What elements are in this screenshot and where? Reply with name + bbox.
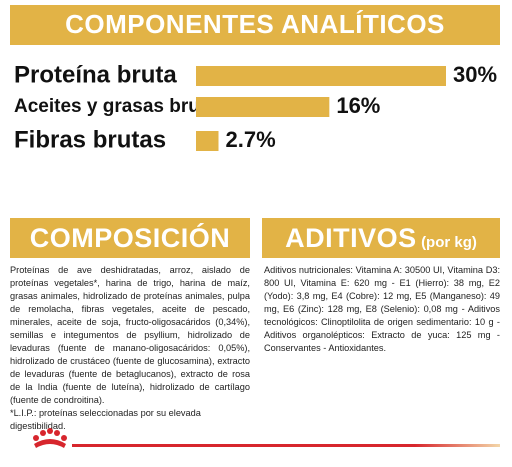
footer-line	[72, 444, 500, 447]
chart: COMPONENTES ANALÍTICOS Proteína bruta 30%…	[10, 5, 500, 153]
category-label: Aceites y grasas brutos	[14, 96, 228, 117]
additives-body: Aditivos nutricionales: Vitamina A: 3050…	[264, 265, 500, 353]
title-banner	[10, 5, 500, 45]
category-label: Proteína bruta	[14, 61, 177, 88]
value-label: 16%	[336, 93, 380, 118]
composition-title: COMPOSICIÓN	[29, 223, 231, 253]
bar	[196, 66, 446, 86]
value-label: 30%	[453, 62, 497, 87]
additives-banner: ADITIVOS (por kg)	[262, 218, 500, 258]
logo-crown	[33, 428, 67, 448]
composition-banner: COMPOSICIÓN	[10, 218, 250, 258]
bar	[196, 97, 330, 117]
composition-text: Proteínas de ave deshidratadas, arroz, a…	[10, 264, 250, 433]
additives-subtitle: (por kg)	[421, 234, 477, 251]
composition-note: *L.I.P.: proteínas seleccionadas por su …	[10, 408, 201, 431]
category-label: Fibras brutas	[14, 126, 166, 153]
footer	[33, 428, 500, 448]
composition-body: Proteínas de ave deshidratadas, arroz, a…	[10, 265, 250, 405]
chart-title: COMPONENTES ANALÍTICOS	[65, 9, 445, 39]
value-label: 2.7%	[226, 127, 276, 152]
bar	[196, 131, 219, 151]
additives-title: ADITIVOS	[285, 223, 417, 253]
additives-text: Aditivos nutricionales: Vitamina A: 3050…	[264, 264, 500, 355]
